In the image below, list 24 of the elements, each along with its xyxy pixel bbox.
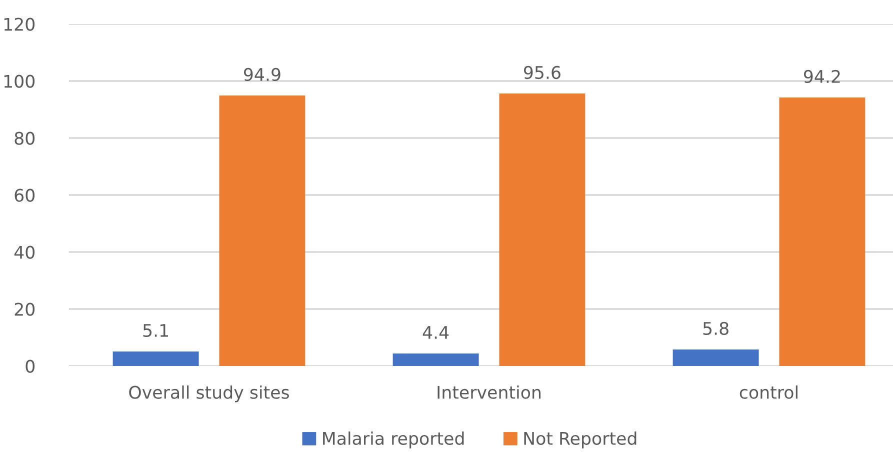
- legend-label: Not Reported: [524, 432, 636, 448]
- x-tick-label: Intervention: [438, 385, 541, 399]
- bar: [112, 351, 199, 366]
- bar: [672, 349, 759, 366]
- y-tick-label: 20: [14, 302, 35, 316]
- data-label: 94.9: [244, 68, 280, 82]
- legend-label: Malaria reported: [323, 432, 464, 448]
- bar: [499, 94, 586, 366]
- data-label: 5.1: [143, 324, 168, 337]
- data-label: 5.8: [703, 322, 728, 335]
- y-tick-label: 40: [14, 246, 35, 259]
- data-label: 95.6: [524, 66, 560, 80]
- x-tick-label: control: [740, 385, 798, 399]
- bar: [392, 353, 479, 366]
- y-tick-label: 60: [14, 188, 35, 202]
- y-tick-label: 80: [14, 132, 35, 145]
- y-tick-label: 0: [26, 360, 35, 373]
- y-tick-label: 120: [4, 18, 35, 31]
- data-label: 94.2: [804, 70, 840, 84]
- data-label: 4.4: [422, 326, 449, 339]
- y-tick-label: 100: [4, 74, 35, 88]
- bar: [779, 98, 866, 366]
- x-tick-label: Overall study sites: [129, 385, 289, 402]
- bar: [219, 96, 306, 366]
